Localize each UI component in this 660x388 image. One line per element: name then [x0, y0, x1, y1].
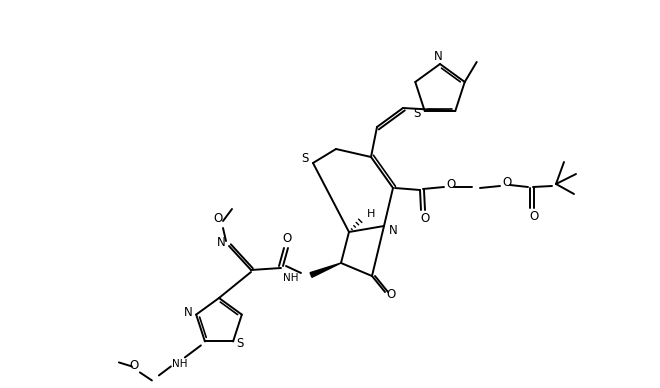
- Text: N: N: [389, 223, 397, 237]
- Text: H: H: [367, 209, 375, 219]
- Text: O: O: [129, 359, 139, 372]
- Polygon shape: [310, 263, 341, 277]
- Text: N: N: [216, 236, 225, 248]
- Text: O: O: [213, 213, 222, 225]
- Text: O: O: [529, 210, 539, 222]
- Text: NH: NH: [172, 359, 187, 369]
- Text: NH: NH: [284, 273, 299, 283]
- Text: S: S: [236, 337, 244, 350]
- Text: N: N: [183, 306, 193, 319]
- Text: O: O: [446, 177, 455, 191]
- Text: S: S: [413, 107, 420, 120]
- Text: O: O: [282, 232, 292, 244]
- Text: N: N: [434, 50, 442, 62]
- Text: S: S: [302, 151, 309, 165]
- Text: O: O: [386, 289, 395, 301]
- Text: O: O: [502, 175, 512, 189]
- Text: O: O: [420, 211, 430, 225]
